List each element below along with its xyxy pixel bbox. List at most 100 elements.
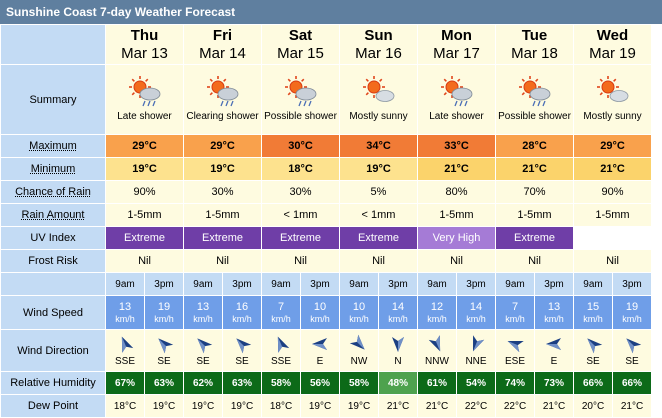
frost-risk-value: Nil (528, 255, 541, 267)
wind-speed: 7 km/h (495, 295, 535, 330)
day-date: Mar 17 (433, 44, 480, 62)
wind-direction-value: SE (157, 356, 171, 367)
wind-arrow-icon (392, 337, 404, 352)
uv-index-value: Very High (432, 232, 481, 244)
rain-amount-value: < 1mm (361, 209, 396, 221)
humidity: 62% (183, 371, 223, 395)
dew-point: 21°C (534, 394, 574, 418)
chance-of-rain-label: Chance of Rain (0, 180, 106, 204)
summary-label-text: Summary (29, 93, 77, 106)
summary-cell: Possible shower (261, 64, 340, 135)
wind-arrow-icon (349, 334, 365, 350)
partly-cloudy-shower-icon (128, 76, 160, 107)
rain-chance: 90% (573, 180, 652, 204)
summary-cell: Late shower (417, 64, 496, 135)
widget-title: Sunshine Coast 7-day Weather Forecast (0, 0, 662, 24)
time-label: 9am (573, 272, 613, 296)
rain-chance: 30% (183, 180, 262, 204)
frost-risk-value: Nil (138, 255, 151, 267)
time-text: 9am (349, 278, 369, 290)
summary-row: Summary Late shower Clearing shower Possibl… (0, 64, 652, 135)
min-temp: 21°C (495, 157, 574, 181)
wind-speed: 10 km/h (339, 295, 379, 330)
wind-arrow-icon (507, 341, 524, 353)
mostly-sunny-icon (362, 76, 394, 102)
wind-speed-unit: km/h (349, 314, 369, 324)
rain-chance: 5% (339, 180, 418, 204)
day-date: Mar 14 (199, 44, 246, 62)
wind-arrow-icon (277, 336, 290, 353)
frost-risk-value: Nil (372, 255, 385, 267)
rain-amount-label: Rain Amount (0, 203, 106, 227)
humidity-value: 58% (270, 377, 291, 389)
rain-amount-value: 1-5mm (439, 209, 474, 221)
wind-direction-value: E (550, 356, 558, 367)
wind-speed: 12 km/h (417, 295, 457, 330)
rain-chance-value: 90% (601, 186, 624, 198)
dew-point-value: 19°C (308, 400, 332, 412)
humidity: 58% (261, 371, 301, 395)
humidity-value: 48% (387, 377, 408, 389)
wind-direction-value: NNW (425, 356, 449, 367)
dew-point-value: 21°C (425, 400, 449, 412)
minimum-label: Minimum (0, 157, 106, 181)
minimum-label-text: Minimum (30, 163, 76, 175)
chance-of-rain-label-text: Chance of Rain (15, 186, 91, 198)
partly-cloudy-shower-icon (284, 76, 316, 107)
max-temp-value: 30°C (288, 140, 313, 152)
wind-speed-value: 14 (469, 301, 483, 313)
dew-point: 19°C (183, 394, 223, 418)
time-label: 9am (183, 272, 223, 296)
wind-speed-row: Wind Speed 13 km/h 19 km/h 13 km/h 16 km/h 7 km/h 1… (0, 295, 652, 330)
time-text: 3pm (466, 278, 486, 290)
max-temp: 28°C (495, 134, 574, 158)
maximum-row: Maximum 29°C 29°C 30°C 34°C 33°C 28°C 29°C (0, 134, 652, 158)
time-label: 3pm (534, 272, 574, 296)
wind-arrow-icon (197, 338, 213, 354)
frost-risk-value: Nil (606, 255, 619, 267)
wind-speed-unit: km/h (154, 314, 174, 324)
day-header-fri: Fri Mar 14 (183, 24, 262, 65)
humidity-value: 74% (504, 377, 525, 389)
humidity-row: Relative Humidity 67% 63% 62% 63% 58% 56% 58% 48… (0, 371, 652, 395)
max-temp: 29°C (573, 134, 652, 158)
wind-direction: SE (612, 329, 652, 372)
frost-risk: Nil (261, 249, 340, 273)
min-temp: 21°C (417, 157, 496, 181)
wind-direction-value: SE (625, 356, 639, 367)
min-temp-value: 18°C (288, 163, 313, 175)
forecast-table: Thu Mar 13 Fri Mar 14 Sat Mar 15 Sun Mar 16 Mon M… (0, 24, 652, 418)
wind-speed-unit: km/h (505, 314, 525, 324)
day-header-thu: Thu Mar 13 (105, 24, 184, 65)
dew-point-value: 20°C (581, 400, 605, 412)
wind-speed: 7 km/h (261, 295, 301, 330)
time-label: 3pm (456, 272, 496, 296)
summary-cell: Mostly sunny (339, 64, 418, 135)
dew-point-value: 18°C (113, 400, 137, 412)
dew-point: 19°C (222, 394, 262, 418)
wind-speed-unit: km/h (232, 314, 252, 324)
wind-direction: E (300, 329, 340, 372)
mostly-sunny-icon (596, 76, 628, 102)
wind-arrow-icon (428, 335, 441, 352)
humidity: 48% (378, 371, 418, 395)
dew-point: 21°C (417, 394, 457, 418)
wind-speed: 19 km/h (612, 295, 652, 330)
wind-speed-unit: km/h (388, 314, 408, 324)
time-text: 9am (505, 278, 525, 290)
uv-index: Extreme (261, 226, 340, 250)
wind-direction: SE (222, 329, 262, 372)
min-temp: 18°C (261, 157, 340, 181)
wind-direction: SE (144, 329, 184, 372)
rain-amount-value: 1-5mm (517, 209, 552, 221)
min-temp: 19°C (105, 157, 184, 181)
time-label: 9am (261, 272, 301, 296)
time-text: 3pm (310, 278, 330, 290)
dew-point-label: Dew Point (0, 394, 106, 418)
wind-speed-value: 10 (352, 301, 366, 313)
rain-amount: < 1mm (339, 203, 418, 227)
time-text: 9am (427, 278, 447, 290)
time-label: 3pm (144, 272, 184, 296)
day-name: Sat (288, 26, 313, 44)
